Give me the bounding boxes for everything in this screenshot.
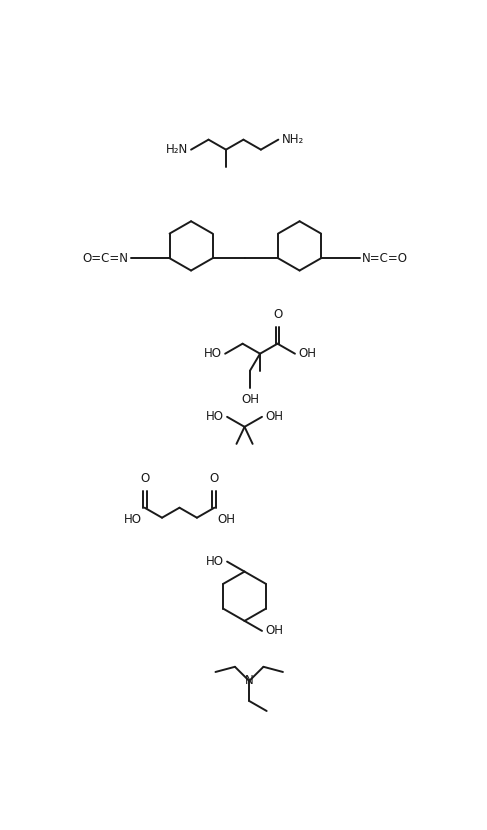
- Text: NH₂: NH₂: [281, 133, 304, 146]
- Text: H₂N: H₂N: [166, 143, 188, 156]
- Text: HO: HO: [206, 410, 224, 423]
- Text: OH: OH: [218, 513, 236, 526]
- Text: O: O: [273, 308, 282, 321]
- Text: HO: HO: [124, 513, 142, 526]
- Text: O: O: [140, 472, 149, 486]
- Text: HO: HO: [204, 347, 222, 360]
- Text: OH: OH: [265, 410, 283, 423]
- Text: O: O: [210, 472, 219, 486]
- Text: N: N: [245, 675, 254, 687]
- Text: OH: OH: [265, 624, 283, 637]
- Text: N=C=O: N=C=O: [362, 251, 408, 265]
- Text: O=C=N: O=C=N: [82, 251, 129, 265]
- Text: HO: HO: [206, 555, 224, 568]
- Text: OH: OH: [298, 347, 316, 360]
- Text: OH: OH: [241, 393, 259, 406]
